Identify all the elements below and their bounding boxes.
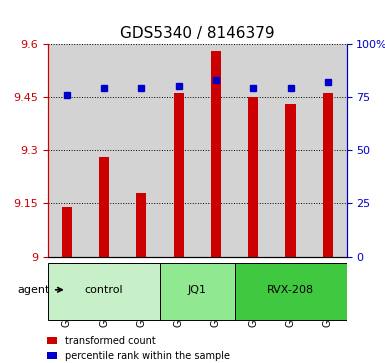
Bar (174, 93, 184, 257)
Bar (136, 193, 147, 257)
FancyBboxPatch shape (234, 263, 346, 320)
Legend: transformed count, percentile rank within the sample: transformed count, percentile rank withi… (44, 332, 234, 363)
Bar (197, 44, 234, 257)
Bar (272, 44, 309, 257)
Bar (211, 51, 221, 257)
Bar (160, 44, 197, 257)
Bar (285, 104, 296, 257)
Bar (99, 157, 109, 257)
Title: GDS5340 / 8146379: GDS5340 / 8146379 (120, 26, 275, 41)
Text: JQ1: JQ1 (188, 285, 207, 295)
Bar (123, 44, 160, 257)
Bar (48, 44, 85, 257)
Bar (85, 44, 123, 257)
FancyBboxPatch shape (48, 263, 160, 320)
Bar (248, 97, 258, 257)
Bar (234, 44, 272, 257)
Bar (309, 44, 346, 257)
Text: agent: agent (18, 285, 62, 295)
FancyBboxPatch shape (160, 263, 234, 320)
Bar (323, 93, 333, 257)
Text: control: control (85, 285, 123, 295)
Bar (62, 207, 72, 257)
Text: RVX-208: RVX-208 (267, 285, 314, 295)
